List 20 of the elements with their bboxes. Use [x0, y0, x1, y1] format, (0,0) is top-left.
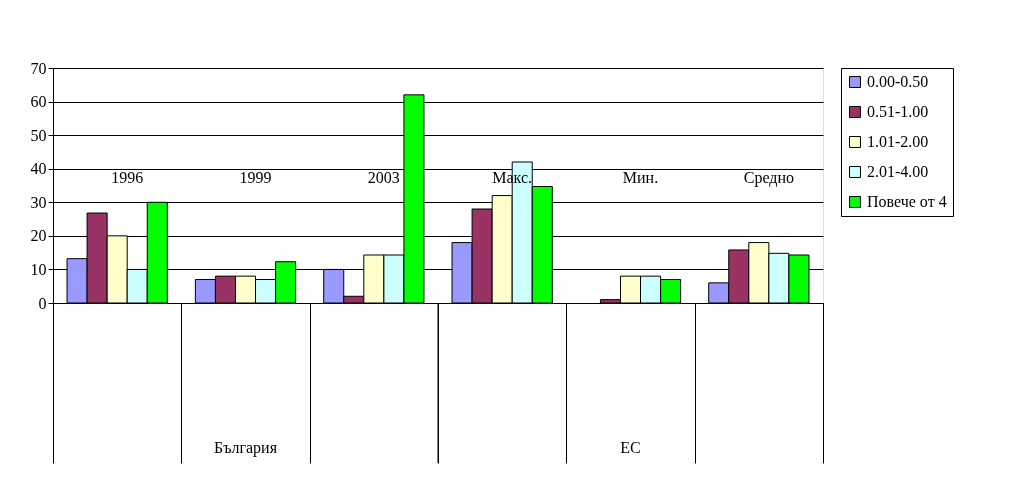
x-tick-label: 1999 — [239, 169, 272, 187]
y-tick-label: 50 — [30, 126, 47, 144]
y-tick-label: 40 — [30, 160, 47, 178]
legend-label: Повече от 4 — [867, 193, 947, 210]
text: България — [213, 439, 278, 457]
legend-label: 0.00-0.50 — [867, 73, 929, 90]
x-tick-label: 1996 — [111, 169, 144, 187]
y-tick-label: 30 — [30, 193, 47, 211]
legend-label: 1.01-2.00 — [867, 133, 929, 150]
y-tick-label: 10 — [30, 260, 47, 278]
text: ЕС — [620, 439, 641, 456]
y-tick-label: 20 — [30, 227, 47, 245]
x-tick-label: Мин. — [622, 169, 659, 187]
y-tick-label: 60 — [30, 93, 47, 111]
x-tick-label: Средно — [743, 169, 794, 188]
x-tick-label: 2003 — [367, 169, 400, 187]
y-tick-label: 70 — [30, 59, 47, 77]
legend-label: 2.01-4.00 — [867, 163, 929, 180]
y-tick-label: 0 — [38, 294, 47, 312]
legend-label: 0.51-1.00 — [867, 103, 929, 120]
